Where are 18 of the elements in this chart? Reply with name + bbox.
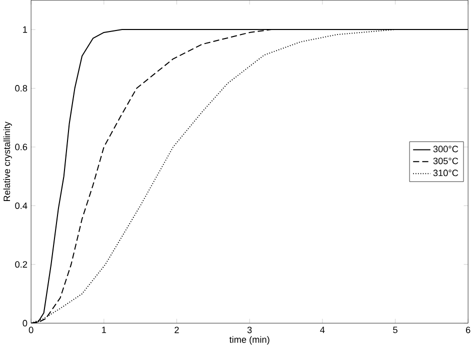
y-tick-label: 0.6	[15, 144, 28, 150]
legend-label: 300°C	[433, 146, 458, 152]
x-tick-label: 6	[466, 326, 470, 334]
y-tick-label: 0.4	[15, 202, 28, 209]
x-tick-label: 2	[174, 326, 179, 334]
y-axis-title: Relative crystallinity	[3, 122, 12, 202]
x-tick-label: 5	[393, 326, 398, 334]
legend-label: 305°C	[433, 158, 458, 164]
legend-label: 310°C	[433, 170, 458, 176]
x-tick-label: 4	[320, 326, 325, 334]
x-axis-title: time (min)	[229, 336, 270, 345]
y-tick-label: 0	[22, 320, 28, 326]
y-tick-label: 0.8	[15, 85, 28, 92]
x-tick-label: 1	[102, 326, 106, 334]
x-tick-label: 0	[28, 326, 34, 334]
y-tick-label: 0.2	[15, 261, 28, 268]
x-tick-label: 3	[247, 326, 252, 334]
y-tick-label: 1	[23, 26, 28, 33]
